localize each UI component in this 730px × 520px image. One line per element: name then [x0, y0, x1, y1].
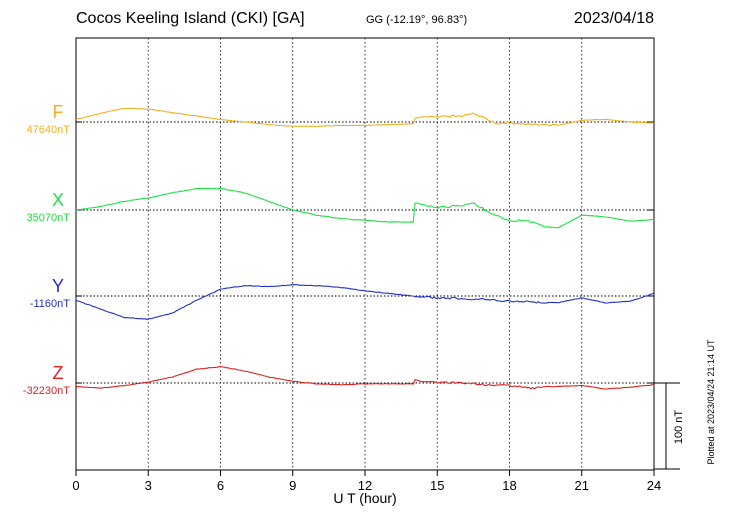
scale-bar-label: 100 nT — [673, 409, 685, 445]
x-tick-label: 24 — [647, 478, 661, 493]
x-tick-label: 21 — [575, 478, 589, 493]
x-tick-label: 9 — [289, 478, 296, 493]
x-tick-label: 18 — [502, 478, 516, 493]
series-baseline-label-x: 35070nT — [26, 212, 70, 224]
x-tick-label: 3 — [145, 478, 152, 493]
series-line-f — [75, 107, 655, 128]
x-tick-label: 15 — [430, 478, 444, 493]
scale-bar — [654, 382, 680, 470]
series-lines — [75, 107, 655, 390]
grid — [147, 38, 583, 470]
series-name-x: X — [51, 190, 65, 210]
station-coordinates: GG (-12.19°, 96.83°) — [366, 14, 468, 26]
x-tick-label: 0 — [72, 478, 79, 493]
series-name-f: F — [52, 102, 64, 122]
series-name-y: Y — [51, 276, 65, 296]
x-tick-label: 6 — [217, 478, 224, 493]
chart-date: 2023/04/18 — [573, 10, 654, 27]
x-ticks: 0 3 6 9 12 15 18 21 24 — [72, 470, 661, 493]
x-axis-label: U T (hour) — [333, 490, 397, 506]
chart-title: Cocos Keeling Island (CKI) [GA] — [76, 10, 305, 27]
x-tick-label: 12 — [358, 478, 372, 493]
baselines — [76, 121, 654, 384]
series-name-z: Z — [52, 363, 64, 383]
series-baseline-label-f: 47640nT — [26, 124, 70, 136]
series-line-x — [75, 187, 654, 229]
series-baseline-label-z: -32230nT — [22, 385, 70, 397]
series-baseline-label-y: -1160nT — [29, 298, 70, 310]
series-line-z — [75, 366, 654, 390]
plotted-timestamp: Plotted at 2023/04/24 21:14 UT — [706, 339, 716, 465]
series-line-y — [75, 284, 655, 320]
